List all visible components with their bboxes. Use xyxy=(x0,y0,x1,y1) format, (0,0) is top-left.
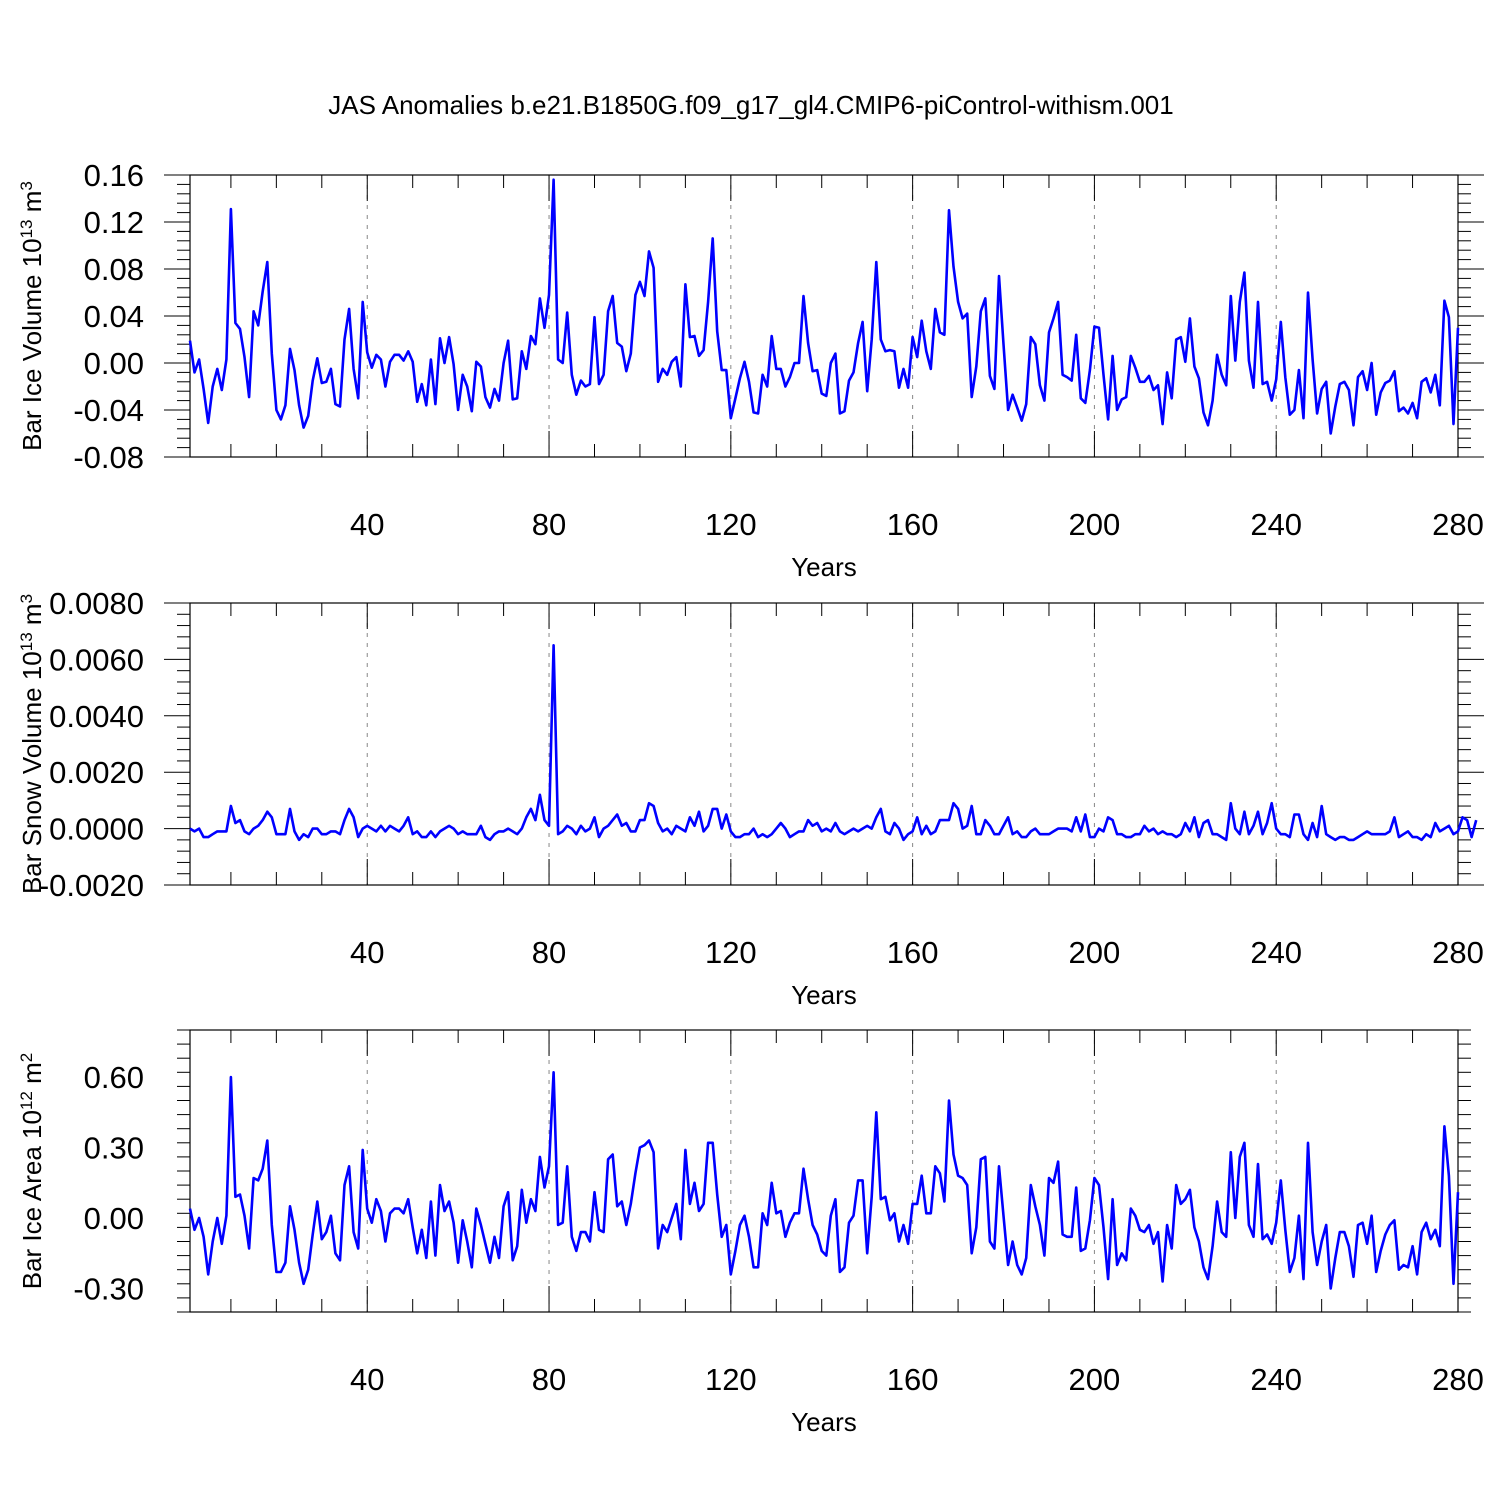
x-tick-label: 160 xyxy=(887,1362,939,1397)
x-tick-label: 80 xyxy=(532,1362,566,1397)
series-line xyxy=(188,178,1460,435)
x-tick-label: 200 xyxy=(1069,1362,1121,1397)
x-axis-title: Years xyxy=(791,980,857,1010)
y-axis-title: Bar Ice Volume 1013 m3 xyxy=(17,181,48,451)
x-tick-label: 200 xyxy=(1069,507,1121,542)
y-tick-label: -0.08 xyxy=(73,440,144,475)
y-tick-label: 0.16 xyxy=(84,158,144,193)
plot-frame xyxy=(189,602,1459,886)
y-tick-label: 0.00 xyxy=(84,1201,144,1236)
figure-title: JAS Anomalies b.e21.B1850G.f09_g17_gl4.C… xyxy=(328,90,1173,120)
y-tick-label: -0.04 xyxy=(73,393,144,428)
y-tick-label: 0.0020 xyxy=(49,755,144,790)
y-tick-label: 0.08 xyxy=(84,252,144,287)
x-tick-label: 80 xyxy=(532,507,566,542)
panels: 40 80 120 160 200 240 280 -0.08 -0.04 0.00 0.04 0.0… xyxy=(17,158,1484,1437)
x-axis-title: Years xyxy=(791,1407,857,1437)
y-tick-label: 0.0080 xyxy=(49,586,144,621)
y-tick-label: 0.30 xyxy=(84,1131,144,1166)
x-tick-label: 280 xyxy=(1432,935,1484,970)
x-tick-label: 240 xyxy=(1250,507,1302,542)
y-tick-label: 0.0000 xyxy=(49,812,144,847)
y-tick-label: 0.0060 xyxy=(49,642,144,677)
y-tick-label: -0.0020 xyxy=(39,868,144,903)
x-tick-label: 80 xyxy=(532,935,566,970)
x-tick-label: 200 xyxy=(1069,935,1121,970)
x-axis-title: Years xyxy=(791,552,857,582)
y-tick-label: 0.00 xyxy=(84,346,144,381)
y-tick-label: 0.12 xyxy=(84,205,144,240)
y-axis-title: Bar Ice Area 1012 m2 xyxy=(17,1053,48,1290)
x-tick-label: 240 xyxy=(1250,935,1302,970)
x-tick-label: 160 xyxy=(887,935,939,970)
y-tick-label: 0.60 xyxy=(84,1060,144,1095)
series-line xyxy=(188,1071,1460,1290)
x-tick-label: 40 xyxy=(350,507,384,542)
panel-ice-volume: 40 80 120 160 200 240 280 -0.08 -0.04 0.00 0.04 0.0… xyxy=(17,158,1484,582)
x-tick-label: 160 xyxy=(887,507,939,542)
plot-frame xyxy=(189,1029,1459,1313)
panel-ice-area: 40 80 120 160 200 240 280 -0.30 0.00 0.30 0.60 Year… xyxy=(17,1029,1484,1437)
x-tick-label: 40 xyxy=(350,1362,384,1397)
x-tick-label: 120 xyxy=(705,935,757,970)
x-tick-label: 280 xyxy=(1432,1362,1484,1397)
y-axis-title: Bar Snow Volume 1013 m3 xyxy=(17,594,48,894)
panel-snow-volume: 40 80 120 160 200 240 280 -0.0020 0.0000 0.0020 0.… xyxy=(17,586,1484,1010)
plot-frame xyxy=(189,174,1459,458)
y-tick-label: 0.04 xyxy=(84,299,144,334)
y-tick-label: 0.0040 xyxy=(49,699,144,734)
x-tick-label: 240 xyxy=(1250,1362,1302,1397)
y-tick-label: -0.30 xyxy=(73,1272,144,1307)
series-line xyxy=(189,643,1478,842)
x-tick-label: 120 xyxy=(705,1362,757,1397)
x-tick-label: 280 xyxy=(1432,507,1484,542)
x-tick-label: 120 xyxy=(705,507,757,542)
x-tick-label: 40 xyxy=(350,935,384,970)
